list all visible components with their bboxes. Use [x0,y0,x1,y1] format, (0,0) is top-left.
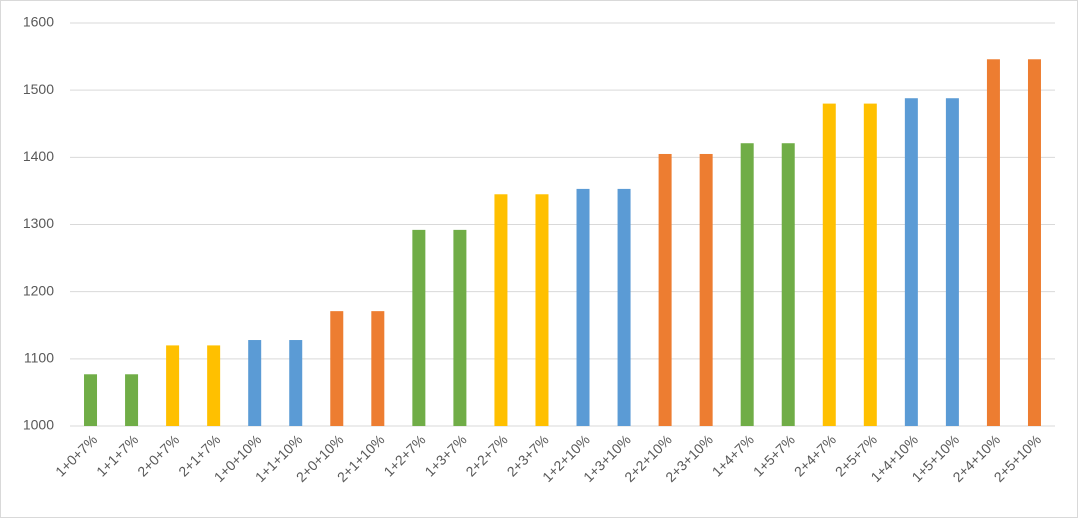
y-tick-label: 1300 [23,215,54,231]
bar [330,311,344,426]
y-tick-label: 1000 [23,417,54,433]
bar [248,340,262,426]
bar [207,345,221,426]
bar [740,143,754,426]
y-tick-label: 1500 [23,81,54,97]
bar [84,374,98,426]
bar [781,143,795,426]
bar [863,103,877,426]
bar [289,340,303,426]
bar [658,153,672,426]
bar [453,229,467,426]
y-tick-label: 1600 [23,14,54,30]
bar [617,188,631,426]
bar [822,103,836,426]
bar [699,153,713,426]
bar [535,194,549,426]
y-tick-label: 1400 [23,148,54,164]
bar [494,194,508,426]
bar [904,98,918,426]
y-tick-label: 1200 [23,282,54,298]
bar [576,188,590,426]
y-tick-label: 1100 [24,350,54,366]
bar [125,374,139,426]
bar [412,229,426,426]
bar [166,345,180,426]
bar [1027,59,1041,427]
bar [986,59,1000,427]
bar [945,98,959,426]
bar [371,311,385,426]
